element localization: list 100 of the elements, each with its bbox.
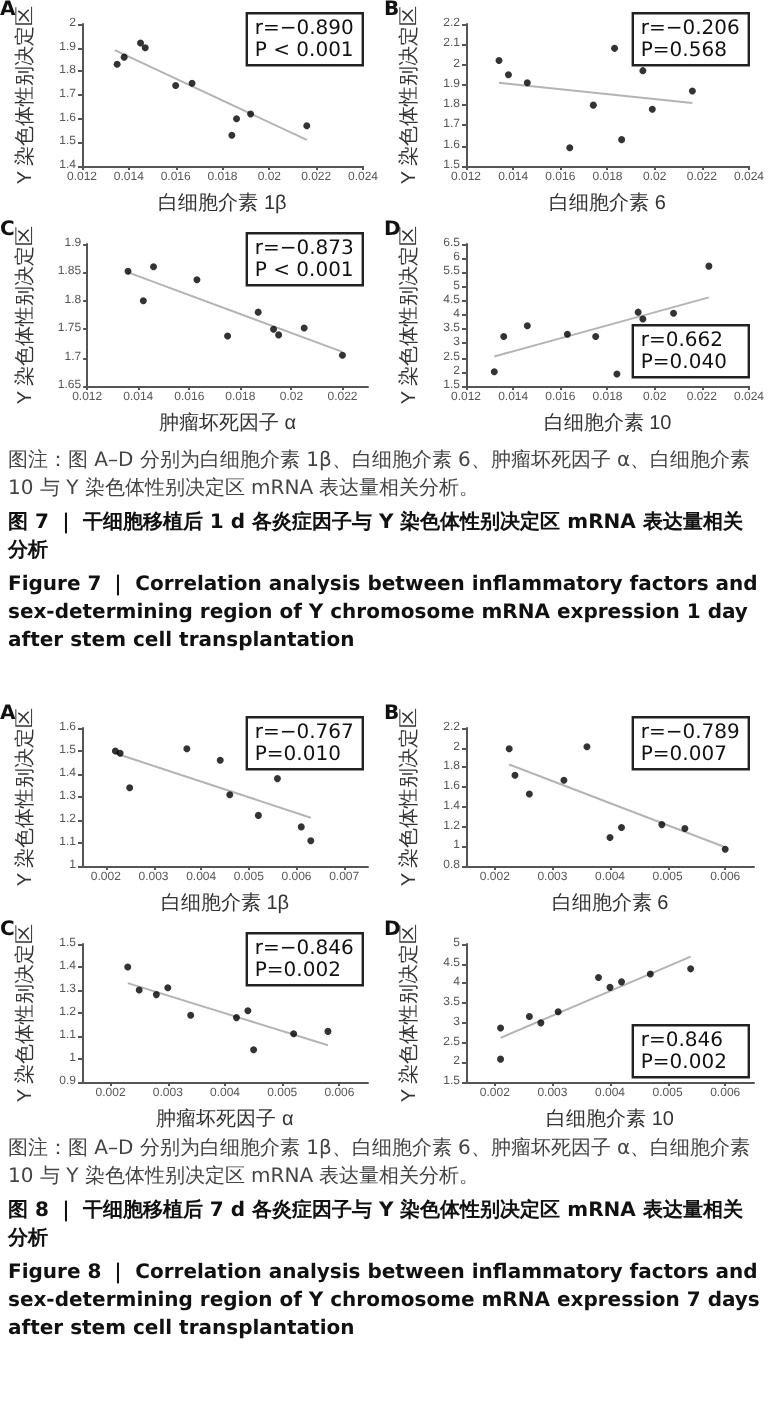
point xyxy=(618,136,626,144)
point xyxy=(606,983,614,991)
point xyxy=(113,60,121,68)
point xyxy=(500,333,508,341)
point xyxy=(188,79,196,87)
annotation: P=0.040 xyxy=(640,352,727,375)
point xyxy=(583,743,591,751)
point xyxy=(135,986,143,994)
point xyxy=(681,825,689,833)
point xyxy=(216,756,224,764)
caption: 图 7 ｜ 干细胞移植后 1 d 各炎症因子与 Y 染色体性别决定区 mRNA 表达量相关分析 xyxy=(8,510,745,566)
chart-title: B xyxy=(384,703,400,725)
point xyxy=(497,1055,505,1063)
point xyxy=(721,845,729,853)
point xyxy=(228,131,236,139)
point xyxy=(554,1008,562,1016)
point xyxy=(164,984,172,992)
annotation: P=0.568 xyxy=(640,40,727,63)
point xyxy=(116,749,124,757)
annotation: r=0.846 xyxy=(640,1030,724,1053)
point xyxy=(495,57,503,65)
point xyxy=(639,315,647,323)
chart-title: C xyxy=(0,919,15,941)
point xyxy=(639,67,647,75)
point xyxy=(658,821,666,829)
point xyxy=(193,276,201,284)
chart-title: D xyxy=(384,219,401,241)
annotation: r=−0.206 xyxy=(640,18,740,41)
caption: Figure 7 ｜ Correlation analysis between inflammatory factors and sex-determining region of Y chromosome mRNA expression 1 day after stem cell transplantation xyxy=(8,572,760,656)
point xyxy=(300,324,308,332)
point xyxy=(648,105,656,113)
point xyxy=(324,1027,332,1035)
point xyxy=(525,790,533,798)
y-axis-title: Y 染色体性别决定区 xyxy=(13,923,37,1103)
point xyxy=(244,1007,252,1015)
point xyxy=(504,71,512,79)
x-axis-title: 白细胞介素 6 xyxy=(551,891,670,915)
point xyxy=(687,965,695,973)
point xyxy=(688,87,696,95)
point xyxy=(537,1019,545,1027)
x-axis-title: 肿瘤坏死因子 α xyxy=(159,411,297,435)
point xyxy=(297,823,305,831)
point xyxy=(232,1014,240,1022)
annotation: r=−0.846 xyxy=(254,938,354,961)
y-axis-title: Y 染色体性别决定区 xyxy=(397,707,421,887)
point xyxy=(139,297,147,305)
annotation: P=0.002 xyxy=(254,960,341,983)
point xyxy=(670,309,678,317)
point xyxy=(247,110,255,118)
point xyxy=(511,771,519,779)
point xyxy=(618,978,626,986)
annotation: P < 0.001 xyxy=(254,40,354,63)
point xyxy=(224,332,232,340)
y-axis-title: Y 染色体性别决定区 xyxy=(13,707,37,887)
annotation: P=0.002 xyxy=(640,1052,727,1075)
point xyxy=(126,784,134,792)
annotation: r=−0.873 xyxy=(254,238,354,261)
point xyxy=(254,811,262,819)
point xyxy=(589,101,597,109)
annotation: P=0.010 xyxy=(254,744,341,767)
point xyxy=(233,115,241,123)
point xyxy=(124,267,132,275)
point xyxy=(250,1046,258,1054)
x-axis-title: 白细胞介素 10 xyxy=(543,411,673,435)
chart-title: C xyxy=(0,219,15,241)
point xyxy=(183,745,191,753)
x-axis-title: 肿瘤坏死因子 α xyxy=(156,1107,294,1131)
chart-title: B xyxy=(384,0,400,21)
point xyxy=(523,322,531,330)
x-axis-title: 白细胞介素 1β xyxy=(160,891,290,915)
chart-title: A xyxy=(0,0,16,21)
point xyxy=(523,79,531,87)
point xyxy=(634,308,642,316)
point xyxy=(290,1030,298,1038)
point xyxy=(566,144,574,152)
point xyxy=(646,970,654,978)
point xyxy=(618,824,626,832)
point xyxy=(606,833,614,841)
text: 图注：图 A–D 分别为白细胞介素 1β、白细胞介素 6、肿瘤坏死因子 α、白细胞介素 10 与 Y 染色体性别决定区 mRNA 表达量相关分析。 xyxy=(8,448,753,504)
text: 图注：图 A–D 分别为白细胞介素 1β、白细胞介素 6、肿瘤坏死因子 α、白细胞介素 10 与 Y 染色体性别决定区 mRNA 表达量相关分析。 xyxy=(8,1136,753,1192)
y-axis-title: Y 染色体性别决定区 xyxy=(397,225,421,405)
point xyxy=(226,791,234,799)
point xyxy=(141,44,149,52)
point xyxy=(338,351,346,359)
chart-title: D xyxy=(384,919,401,941)
x-axis-title: 白细胞介素 6 xyxy=(549,191,667,215)
annotation: r=−0.767 xyxy=(254,722,354,745)
point xyxy=(275,331,283,339)
point xyxy=(560,776,568,784)
y-axis-title: Y 染色体性别决定区 xyxy=(13,225,37,405)
point xyxy=(273,775,281,783)
chart-title: A xyxy=(0,703,16,725)
point xyxy=(592,333,600,341)
y-axis-title: Y 染色体性别决定区 xyxy=(397,923,421,1103)
point xyxy=(172,82,180,90)
x-axis-title: 白细胞介素 10 xyxy=(546,1107,675,1131)
annotation: r=0.662 xyxy=(640,330,724,353)
annotation: r=−0.789 xyxy=(640,722,740,745)
point xyxy=(150,263,158,271)
caption: 图 8 ｜ 干细胞移植后 7 d 各炎症因子与 Y 染色体性别决定区 mRNA 表达量相关分析 xyxy=(8,1198,745,1254)
